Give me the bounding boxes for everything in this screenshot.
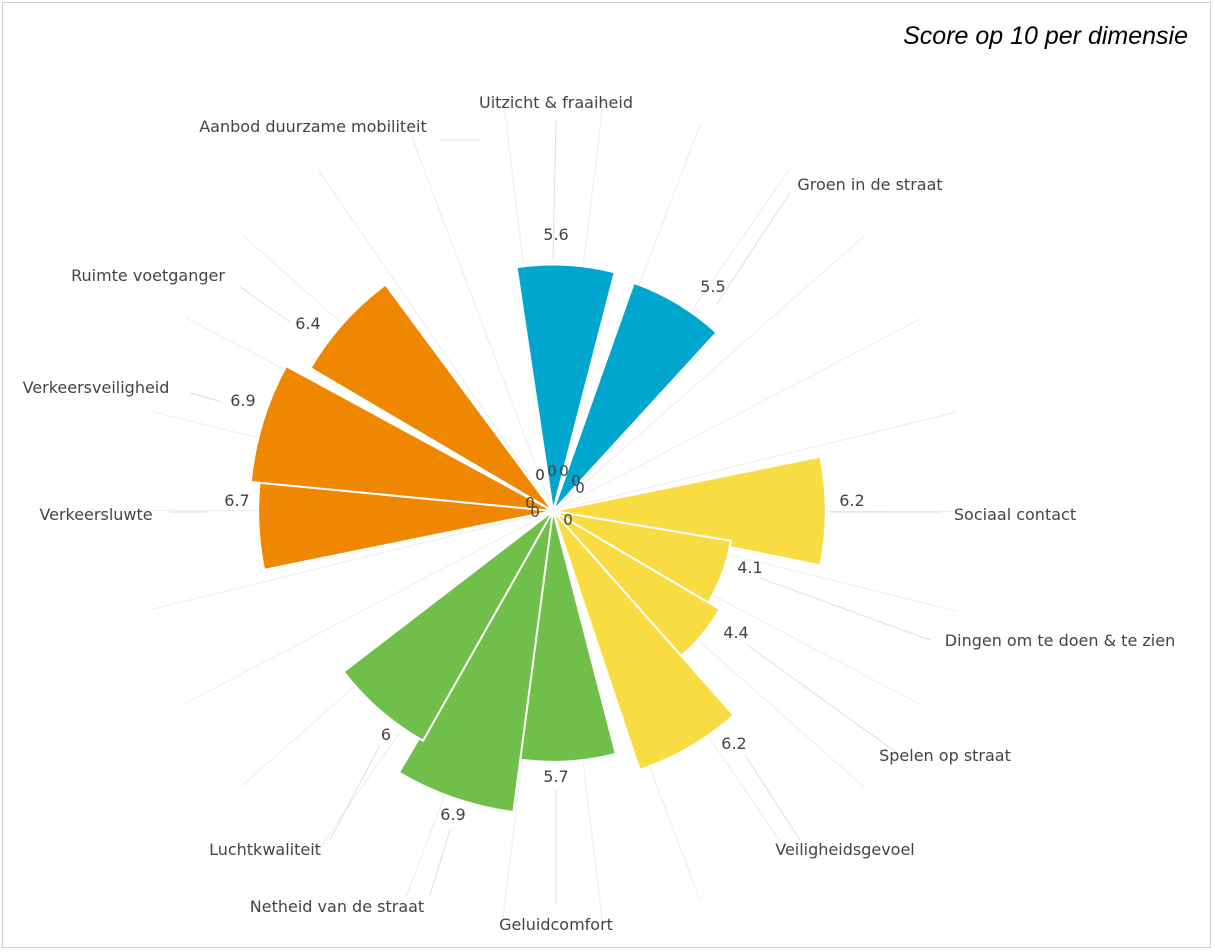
value-label: 6.9 <box>230 391 255 410</box>
leader-line <box>715 192 791 306</box>
leader-line <box>429 829 451 896</box>
category-label: Aanbod duurzame mobiliteit <box>199 117 427 136</box>
value-label: 5.7 <box>543 767 568 786</box>
value-label: 5.6 <box>543 225 568 244</box>
radial-gridline <box>552 411 957 512</box>
leader-line <box>329 744 381 841</box>
zero-label: 0 <box>535 466 545 484</box>
zero-label: 0 <box>525 494 535 512</box>
category-label: Dingen om te doen & te zien <box>945 631 1175 650</box>
bar-12[interactable] <box>309 283 554 512</box>
bar-2[interactable] <box>552 281 718 512</box>
radial-gridline <box>317 168 554 512</box>
bar-3[interactable] <box>552 455 827 567</box>
radial-gridline <box>149 510 554 611</box>
value-label: 6.7 <box>224 491 249 510</box>
category-label: Geluidcomfort <box>499 915 613 934</box>
zero-label: 0 <box>530 503 540 521</box>
category-label: Netheid van de straat <box>250 897 424 916</box>
radial-gridline <box>552 318 921 512</box>
radial-gridline <box>185 510 554 704</box>
category-label: Ruimte voetganger <box>71 266 225 285</box>
value-label: 4.1 <box>737 558 762 577</box>
leader-line <box>759 577 931 641</box>
category-label: Sociaal contact <box>954 505 1076 524</box>
value-label: 6.2 <box>839 491 864 510</box>
bar-9[interactable] <box>342 510 554 743</box>
category-label: Groen in de straat <box>797 175 942 194</box>
value-label: 4.4 <box>723 623 748 642</box>
bar-1[interactable] <box>515 263 616 512</box>
zero-label: 0 <box>547 462 557 480</box>
zero-label: 0 <box>535 466 545 484</box>
bar-8[interactable] <box>397 510 554 814</box>
value-label: 5.5 <box>700 277 725 296</box>
leader-line <box>189 392 223 403</box>
leader-line <box>746 644 901 756</box>
bar-11[interactable] <box>249 364 554 512</box>
value-label: 6.4 <box>295 314 320 333</box>
category-label: Verkeersveiligheid <box>23 378 170 397</box>
category-label: Uitzicht & fraaiheid <box>479 93 633 112</box>
chart-subtitle: Score op 10 per dimensie <box>903 22 1188 50</box>
category-label: Luchtkwaliteit <box>209 840 321 859</box>
category-label: Verkeersluwte <box>39 505 152 524</box>
value-label: 6.2 <box>721 734 746 753</box>
zero-label: 0 <box>571 472 581 490</box>
leader-line <box>239 286 291 323</box>
category-label: Spelen op straat <box>879 746 1011 765</box>
leader-line <box>744 754 801 841</box>
zero-label: 0 <box>575 479 585 497</box>
zero-label: 0 <box>563 511 573 529</box>
value-label: 6.9 <box>440 805 465 824</box>
radial-gridline <box>405 122 554 512</box>
zero-label: 0 <box>559 462 569 480</box>
radial-gridline <box>552 235 865 512</box>
value-label: 6 <box>381 725 391 744</box>
leader-line <box>552 119 557 261</box>
category-label: Veiligheidsgevoel <box>775 840 915 859</box>
bar-6[interactable] <box>552 510 736 771</box>
